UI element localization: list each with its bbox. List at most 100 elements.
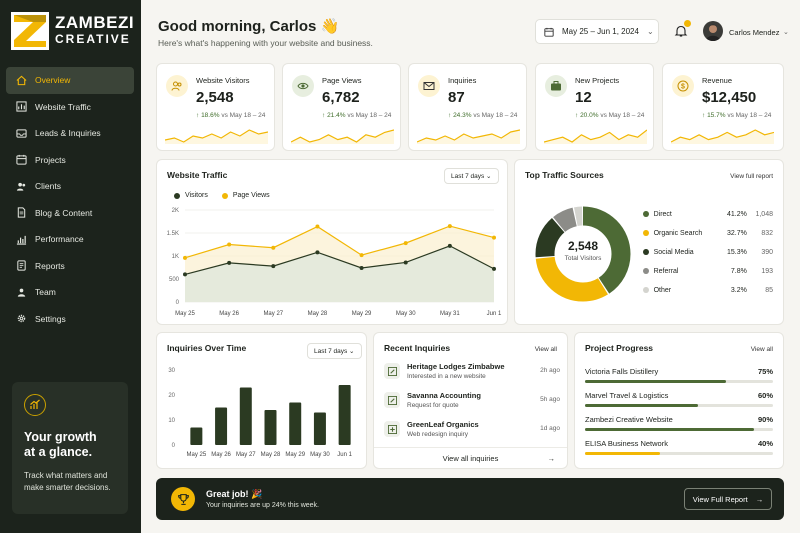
sidebar-item-reports[interactable]: Reports	[6, 253, 134, 280]
gear-icon	[17, 314, 26, 323]
svg-text:$: $	[681, 84, 685, 91]
legend-swatch	[643, 287, 649, 293]
brand-logo[interactable]: ZAMBEZI CREATIVE	[11, 12, 134, 50]
stat-compare: vs May 18 – 24	[727, 112, 772, 119]
inquiry-name: Savanna Accounting	[407, 391, 481, 400]
card-title: Recent Inquiries	[384, 343, 451, 353]
sidebar-item-label: Projects	[35, 154, 66, 165]
stat-change: ↑ 15.7% vs May 18 – 24	[702, 112, 772, 119]
y-tick-label: 10	[168, 418, 175, 424]
page-views-point	[315, 224, 320, 229]
view-all-projects-link[interactable]: View all	[750, 346, 773, 353]
inquiry-time: 1d ago	[540, 425, 560, 432]
stat-card-revenue[interactable]: $ Revenue $12,450 ↑ 15.7% vs May 18 – 24	[662, 63, 784, 151]
project-row[interactable]: Zambezi Creative Website 90%	[585, 415, 773, 431]
chevron-down-icon[interactable]: ⌄	[783, 29, 789, 36]
project-row[interactable]: ELISA Business Network 40%	[585, 439, 773, 455]
briefcase-icon	[545, 75, 567, 97]
report-icon	[17, 260, 26, 271]
donut-slice	[535, 206, 631, 302]
progress-fill	[585, 452, 661, 455]
sidebar-item-leads-inquiries[interactable]: Leads & Inquiries	[6, 120, 134, 147]
sidebar-item-clients[interactable]: Clients	[6, 173, 134, 200]
stat-title: Inquiries	[448, 76, 477, 85]
sidebar-item-blog-content[interactable]: Blog & Content	[6, 200, 134, 227]
inbox-icon	[16, 129, 27, 138]
stat-compare: vs May 18 – 24	[473, 112, 518, 119]
user-name[interactable]: Carlos Mendez	[729, 28, 780, 37]
inquiry-time: 2h ago	[540, 367, 560, 374]
avatar[interactable]	[703, 21, 723, 41]
inquiries-range-select[interactable]: Last 7 days ⌄	[307, 343, 362, 359]
project-progress-card: Project Progress View all Victoria Falls…	[574, 332, 784, 469]
project-row[interactable]: Marvel Travel & Logistics 60%	[585, 391, 773, 407]
list-item[interactable]: Heritage Lodges Zimbabwe Interested in a…	[384, 359, 560, 386]
button-label: View Full Report	[692, 494, 748, 504]
sidebar-item-performance[interactable]: Performance	[6, 226, 134, 253]
page-views-line	[184, 225, 495, 259]
brand-name-line1: ZAMBEZI	[55, 13, 135, 32]
project-row[interactable]: Victoria Falls Distillery 75%	[585, 367, 773, 383]
range-label: Last 7 days	[314, 348, 348, 355]
y-tick-label: 20	[168, 393, 175, 399]
range-label: Last 7 days	[451, 173, 485, 180]
sparkline-area	[544, 130, 647, 144]
traffic-legend: Visitors Page Views	[174, 192, 270, 199]
visitors-line	[184, 245, 495, 275]
stat-card-page-views[interactable]: Page Views 6,782 ↑ 21.4% vs May 18 – 24	[282, 63, 401, 151]
bell-icon[interactable]	[674, 24, 688, 38]
traffic-range-select[interactable]: Last 7 days ⌄	[444, 168, 499, 184]
source-count: 832	[761, 229, 773, 237]
view-all-inquiries-button[interactable]: View all inquiries →	[374, 447, 567, 469]
stat-card-new-projects[interactable]: New Projects 12 ↑ 20.0% vs May 18 – 24	[535, 63, 654, 151]
stat-change-pct: 20.0%	[580, 112, 599, 119]
sidebar-item-projects[interactable]: Projects	[6, 147, 134, 174]
view-full-report-button[interactable]: View Full Report →	[684, 488, 772, 510]
project-name: Marvel Travel & Logistics	[585, 391, 669, 400]
stat-title: New Projects	[575, 76, 620, 85]
progress-track	[585, 404, 773, 407]
stat-title: Revenue	[702, 76, 733, 85]
stat-card-inquiries[interactable]: Inquiries 87 ↑ 24.3% vs May 18 – 24	[408, 63, 527, 151]
visitors-point	[492, 266, 496, 271]
x-tick-label: May 26	[211, 452, 231, 458]
view-full-report-link[interactable]: View full report	[730, 173, 773, 180]
x-tick-label: May 29	[352, 311, 372, 317]
stat-compare: vs May 18 – 24	[347, 112, 392, 119]
stat-value: 6,782	[322, 89, 360, 106]
sparkline-line	[544, 129, 647, 143]
sidebar-item-label: Reports	[35, 260, 65, 271]
source-percent: 7.8%	[730, 267, 747, 275]
sidebar-item-overview[interactable]: Overview	[6, 67, 134, 94]
trophy-icon	[171, 487, 195, 511]
stat-card-website-visitors[interactable]: Website Visitors 2,548 ↑ 18.6% vs May 18…	[156, 63, 275, 151]
eye-icon	[292, 75, 314, 97]
project-percent: 40%	[757, 439, 773, 448]
x-tick-label: May 27	[263, 311, 283, 317]
sidebar-item-settings[interactable]: Settings	[6, 306, 134, 333]
sparkline	[417, 129, 520, 144]
y-tick-label: 2K	[172, 208, 179, 214]
project-percent: 75%	[757, 367, 773, 376]
list-item[interactable]: GreenLeaf Organics Web redesign inquiry …	[384, 417, 560, 444]
page-views-point	[359, 253, 364, 258]
visitors-point	[359, 265, 364, 270]
project-name: ELISA Business Network	[585, 439, 668, 448]
view-all-inquiries-link[interactable]: View all	[534, 346, 557, 353]
users-icon	[16, 182, 26, 191]
stat-value: 2,548	[196, 89, 234, 106]
sidebar-item-website-traffic[interactable]: Website Traffic	[6, 94, 134, 121]
legend-swatch	[643, 249, 649, 255]
chevron-down-icon: ⌄	[646, 27, 654, 36]
sidebar-item-team[interactable]: Team	[6, 279, 134, 306]
sidebar-item-label: Team	[35, 287, 56, 298]
page-views-point	[492, 235, 496, 240]
page-views-point	[183, 255, 187, 260]
y-tick-label: 500	[169, 277, 180, 283]
progress-fill	[585, 404, 698, 407]
list-item[interactable]: Savanna Accounting Request for quote 5h …	[384, 388, 560, 415]
date-range-picker[interactable]: May 25 – Jun 1, 2024 ⌄	[535, 19, 659, 44]
stat-change: ↑ 20.0% vs May 18 – 24	[575, 112, 645, 119]
progress-fill	[585, 428, 755, 431]
page-views-point	[271, 245, 276, 250]
